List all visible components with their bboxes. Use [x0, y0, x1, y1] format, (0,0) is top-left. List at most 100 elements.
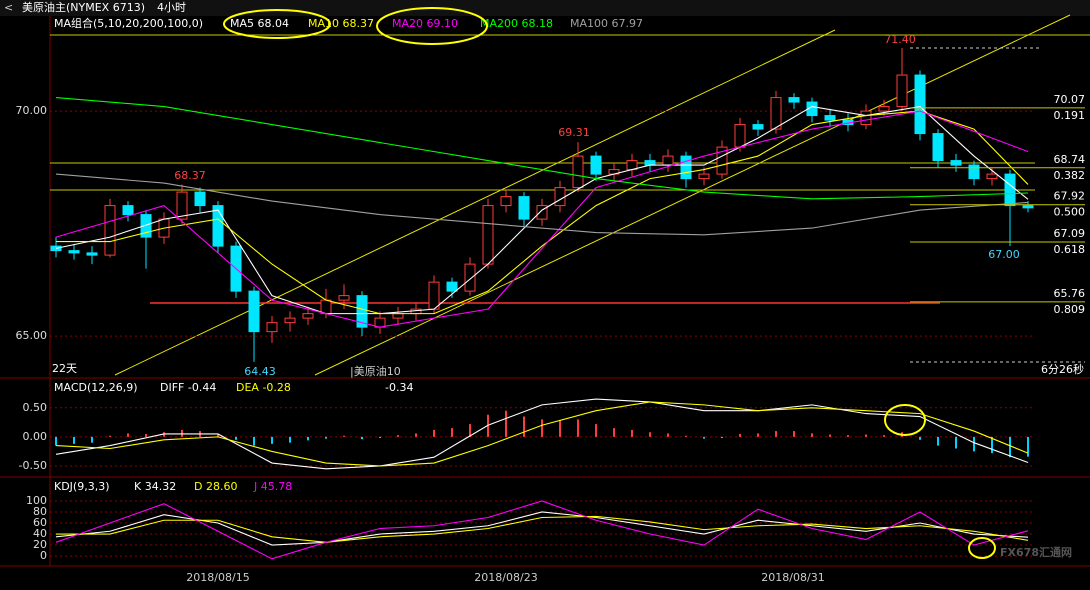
candle-body	[644, 160, 656, 166]
candle-body	[194, 191, 206, 207]
y-tick-label: -0.50	[19, 459, 47, 472]
indicator-line	[55, 511, 1029, 546]
period[interactable]: 4小时	[157, 1, 186, 14]
y-tick-label: 65.00	[16, 329, 48, 342]
trend-channel	[314, 14, 1071, 376]
fib-ratio: 0.500	[1054, 206, 1086, 219]
candle-body	[356, 295, 368, 328]
plot: 70.00 65.00 MA组合(5,10,20,200,100,0) MA5 68.…	[16, 16, 1086, 584]
candle-body	[968, 164, 980, 180]
legend-value: -0.34	[385, 381, 413, 394]
candle-body	[392, 313, 404, 319]
legend-entry: MA5 68.04	[230, 17, 289, 30]
x-tick-label: 2018/08/31	[761, 571, 824, 584]
candle-body	[338, 295, 350, 301]
candle-body	[860, 110, 872, 126]
legend-entry: MA200 68.18	[480, 17, 553, 30]
watermark: FX678汇通网	[1000, 546, 1072, 559]
candle-body	[482, 205, 494, 265]
candle-body	[518, 196, 530, 220]
candle-body	[788, 97, 800, 103]
candle-body	[176, 191, 188, 220]
candle-body	[302, 313, 314, 319]
price-label: 67.00	[988, 248, 1020, 261]
candle-body	[680, 155, 692, 180]
candle-body	[662, 155, 674, 166]
back-icon[interactable]: <	[4, 1, 13, 14]
candle-body	[572, 155, 584, 189]
candle-body	[932, 133, 944, 162]
candle-body	[266, 322, 278, 333]
x-tick-label: 2018/08/15	[186, 571, 249, 584]
trend-channel	[114, 29, 836, 376]
fib-ratio: 0.191	[1054, 109, 1086, 122]
indicator-line	[56, 110, 1029, 315]
legend-entry: MA20 69.10	[392, 17, 458, 30]
legend-entry: K 34.32	[134, 480, 176, 493]
candle-body	[752, 124, 764, 130]
candle-body	[896, 74, 908, 108]
candle-body	[428, 281, 440, 310]
y-tick-label: 0.50	[23, 401, 48, 414]
indicator-line	[55, 110, 1029, 328]
candle-body	[140, 214, 152, 238]
candle-body	[1022, 205, 1034, 209]
candle-body	[806, 101, 818, 117]
indicator-line	[55, 401, 1029, 467]
fib-ratio: 0.382	[1054, 169, 1086, 182]
candle-body	[698, 173, 710, 180]
candle-body	[536, 205, 548, 220]
y-tick-label: 0	[40, 549, 47, 562]
indicator-line	[56, 515, 1029, 543]
fib-price: 65.76	[1054, 287, 1086, 300]
symbol: 美原油主(NYMEX 6713)	[22, 0, 145, 14]
indicator-line	[55, 398, 1029, 470]
candle-body	[122, 205, 134, 216]
candle-body	[950, 160, 962, 166]
price-label: 69.31	[558, 126, 590, 139]
legend-entry: DIFF -0.44	[160, 381, 216, 394]
fib-price: 68.74	[1054, 153, 1086, 166]
candle-body	[320, 299, 332, 315]
fib-price: 67.09	[1054, 227, 1086, 240]
note: 22天	[52, 362, 77, 375]
y-tick-label: 100	[26, 494, 47, 507]
candle-body	[554, 187, 566, 207]
indicator-line	[55, 500, 1029, 560]
y-tick-label: 80	[33, 505, 47, 518]
fib-ratio: 0.618	[1054, 243, 1086, 256]
y-tick-label: 0.00	[23, 430, 48, 443]
price-label: 64.43	[244, 365, 276, 378]
candle-body	[248, 290, 260, 333]
price-label: 68.37	[174, 169, 206, 182]
highlight-ellipse	[884, 404, 926, 436]
indicator-line	[55, 97, 1029, 200]
candle-body	[716, 146, 728, 175]
highlight-ellipse	[968, 537, 996, 559]
candle-body	[878, 106, 890, 112]
candle-body	[986, 173, 998, 180]
candle-body	[770, 97, 782, 130]
candle-body	[464, 263, 476, 292]
candle-body	[914, 74, 926, 135]
highlight-ellipse	[223, 9, 331, 39]
y-tick-label: 70.00	[16, 104, 48, 117]
price-label: 71.40	[884, 33, 916, 46]
candle-body	[212, 205, 224, 247]
candle-body	[824, 115, 836, 121]
highlight-ellipse	[376, 7, 488, 45]
fib-ratio: 0.809	[1054, 303, 1086, 316]
panel-title: MACD(12,26,9)	[54, 381, 138, 394]
y-tick-label: 20	[33, 538, 47, 551]
note: 6分26秒	[1041, 362, 1084, 376]
candle-body	[590, 155, 602, 175]
panel-title: MA组合(5,10,20,200,100,0)	[54, 16, 203, 30]
indicator-line	[55, 173, 1029, 236]
y-tick-label: 60	[33, 516, 47, 529]
candle-body	[500, 196, 512, 207]
fib-price: 70.07	[1054, 93, 1086, 106]
note: |美原油10	[350, 364, 401, 378]
